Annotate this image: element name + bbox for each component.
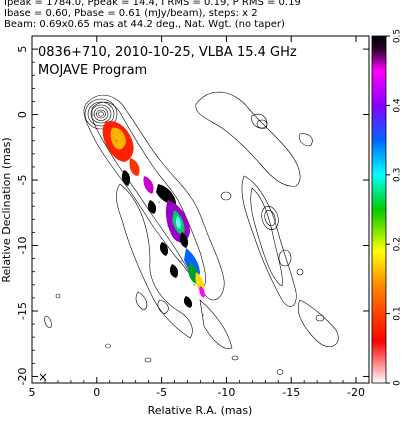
ridge-point bbox=[202, 314, 204, 316]
colorbar-tick-label: 0.4 bbox=[393, 98, 403, 113]
y-tick-label: -15 bbox=[16, 302, 29, 320]
ridge-point bbox=[93, 113, 96, 116]
colorbar-tick-label: 0.5 bbox=[393, 29, 403, 43]
y-tick-label: -20 bbox=[16, 367, 29, 385]
x-tick-label: -10 bbox=[217, 386, 235, 399]
colorbar bbox=[371, 35, 387, 384]
ridge-point bbox=[193, 283, 195, 286]
ridge-point bbox=[134, 170, 137, 172]
x-tick-label: 5 bbox=[29, 386, 36, 399]
x-axis: 5 0 -5 -10 -15 -20 bbox=[29, 36, 370, 399]
y-tick-label: -10 bbox=[16, 237, 29, 255]
ridge-point bbox=[167, 225, 169, 227]
jet-ridge bbox=[93, 113, 204, 316]
y-tick-label: 5 bbox=[16, 46, 29, 53]
ridge-point bbox=[180, 260, 182, 263]
beam-marker: × bbox=[38, 370, 48, 384]
chart-subtitle: MOJAVE Program bbox=[38, 63, 147, 78]
x-tick-label: 0 bbox=[93, 386, 100, 399]
colorbar-axis: 0 0.1 0.2 0.3 0.4 0.5 bbox=[386, 29, 403, 386]
y-tick-label: -5 bbox=[16, 175, 29, 186]
plot-frame bbox=[31, 35, 370, 384]
colorbar-tick-label: 0.2 bbox=[393, 237, 403, 251]
ridge-point bbox=[115, 139, 118, 142]
colorbar-tick-label: 0.3 bbox=[393, 168, 403, 182]
colorbar-tick-label: 0 bbox=[393, 380, 403, 386]
header-line-1: Ipeak = 1784.0, Ppeak = 14.4, I RMS = 0.… bbox=[4, 0, 301, 8]
y-axis-label: Relative Declination (mas) bbox=[0, 137, 13, 282]
polarized-intensity-colour bbox=[102, 121, 205, 308]
x-axis-label: Relative R.A. (mas) bbox=[148, 404, 253, 417]
x-tick-label: -20 bbox=[347, 386, 365, 399]
ridge-point bbox=[158, 201, 160, 204]
x-tick-label: -5 bbox=[156, 386, 167, 399]
x-tick-label: -15 bbox=[282, 386, 300, 399]
chart-title: 0836+710, 2010-10-25, VLBA 15.4 GHz bbox=[38, 45, 297, 60]
header-line-3: Beam: 0.69x0.65 mas at 44.2 deg., Nat. W… bbox=[4, 19, 285, 30]
y-tick-label: 0 bbox=[16, 111, 29, 118]
header-line-2: Ibase = 0.60, Pbase = 0.61 (mJy/beam), s… bbox=[4, 8, 258, 19]
colorbar-tick-label: 0.1 bbox=[393, 306, 403, 320]
y-axis: 5 0 -5 -10 -15 -20 bbox=[16, 46, 369, 385]
